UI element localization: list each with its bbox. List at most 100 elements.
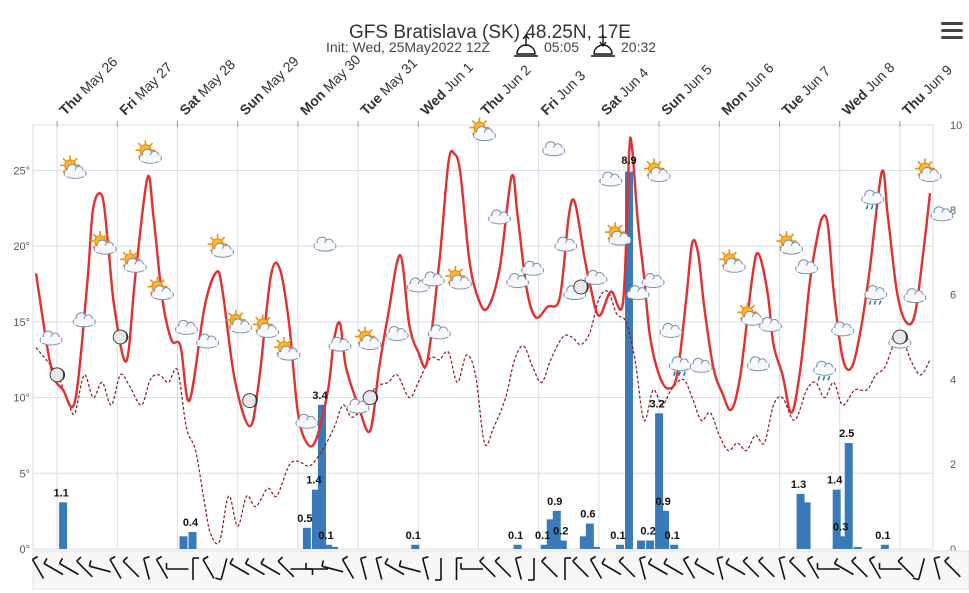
menu-line-icon bbox=[941, 22, 963, 25]
day-label: Fri May 27 bbox=[116, 59, 175, 118]
moon-icon bbox=[112, 329, 129, 345]
sun-cloud-icon bbox=[120, 249, 147, 273]
cloud-fill bbox=[474, 132, 495, 139]
cloud-fill bbox=[862, 196, 883, 203]
day-label: Mon Jun 6 bbox=[718, 59, 777, 118]
wind-barb bbox=[165, 563, 189, 570]
cloud-fill bbox=[41, 337, 62, 343]
day-date: Jun 2 bbox=[498, 62, 534, 98]
moon-shadow bbox=[581, 280, 589, 294]
sunset-time: 20:32 bbox=[621, 39, 656, 55]
sun-ray bbox=[149, 142, 154, 147]
cloud-icon bbox=[506, 273, 530, 288]
wind-barb bbox=[758, 556, 775, 578]
wind-barb bbox=[202, 555, 215, 579]
wind-barb bbox=[76, 556, 93, 578]
wind-barb bbox=[398, 560, 421, 573]
cloud-fill bbox=[387, 332, 408, 339]
precip-bar bbox=[670, 544, 679, 549]
wind-shaft bbox=[109, 559, 122, 579]
menu-line-icon bbox=[941, 36, 963, 39]
wind-shaft bbox=[229, 562, 250, 576]
sun-ray bbox=[149, 278, 154, 283]
chart-menu-button[interactable] bbox=[941, 22, 963, 42]
wind-feather bbox=[215, 577, 222, 581]
wind-barb bbox=[31, 555, 45, 579]
cloud-icon bbox=[659, 322, 683, 338]
wind-barb bbox=[122, 556, 140, 578]
sun-ray bbox=[255, 328, 260, 333]
init-time: Init: Wed, 25May2022 12Z bbox=[326, 39, 490, 55]
sun-cloud-icon bbox=[737, 302, 764, 326]
wind-barb bbox=[155, 555, 169, 579]
y-right-tick-label: 0 bbox=[950, 544, 956, 556]
sun-ray bbox=[790, 233, 795, 238]
cloud-fill bbox=[65, 170, 86, 177]
sun-ray bbox=[483, 119, 488, 124]
wind-shaft bbox=[694, 562, 715, 576]
wind-barb bbox=[455, 557, 463, 580]
wind-feather bbox=[851, 556, 857, 562]
precip-label: 1.3 bbox=[791, 479, 806, 491]
cloud-fill bbox=[450, 281, 471, 287]
cloud-fill bbox=[257, 329, 278, 336]
cloud-icon bbox=[759, 316, 782, 332]
sun-ray bbox=[607, 235, 612, 240]
sun-ray bbox=[721, 262, 726, 267]
wind-shaft bbox=[421, 558, 430, 580]
wind-shaft bbox=[851, 560, 868, 578]
day-date: May 31 bbox=[377, 55, 421, 99]
cloud-icon bbox=[295, 413, 319, 429]
precip-bar bbox=[591, 546, 600, 549]
wind-barb bbox=[618, 556, 636, 578]
wind-feather bbox=[758, 556, 764, 562]
y-left-tick-label: 25° bbox=[13, 165, 30, 177]
sun-ray bbox=[657, 160, 662, 165]
cloud-icon bbox=[406, 277, 430, 293]
wind-shaft bbox=[277, 560, 295, 578]
wind-feather bbox=[590, 555, 597, 561]
wind-feather bbox=[260, 557, 265, 564]
cloud-fill bbox=[429, 330, 450, 337]
cloud-icon bbox=[554, 236, 578, 252]
moon-shadow bbox=[250, 393, 258, 408]
wind-barb bbox=[142, 556, 151, 580]
wind-feather bbox=[422, 556, 429, 560]
sun-ray bbox=[276, 339, 281, 344]
moon-shadow bbox=[121, 330, 129, 344]
precip-bar bbox=[853, 546, 862, 549]
day-date: Jun 3 bbox=[553, 67, 589, 103]
precip-label: 0.2 bbox=[640, 526, 655, 538]
wind-shaft bbox=[897, 560, 915, 578]
sun-ray bbox=[73, 157, 78, 162]
sun-ray bbox=[447, 279, 452, 284]
cloud-icon bbox=[93, 239, 117, 255]
wind-barb bbox=[716, 556, 724, 580]
sun-ray bbox=[739, 315, 744, 320]
cloud-icon bbox=[689, 357, 713, 373]
cloud-fill bbox=[781, 246, 802, 253]
precip-bar bbox=[838, 536, 847, 549]
wind-shaft bbox=[742, 560, 760, 578]
sun-ray bbox=[721, 251, 726, 256]
sun-ray bbox=[276, 350, 281, 355]
day-label: Thu Jun 9 bbox=[899, 62, 956, 119]
wind-feather bbox=[156, 555, 163, 561]
precip-bar bbox=[311, 489, 320, 549]
wind-feather bbox=[494, 556, 501, 562]
cloud-icon bbox=[759, 316, 782, 332]
cloud-icon bbox=[488, 209, 512, 225]
cloud-icon bbox=[647, 167, 671, 182]
cloud-icon bbox=[930, 206, 954, 222]
wind-feather bbox=[360, 556, 367, 560]
cloud-fill bbox=[610, 237, 630, 244]
wind-feather bbox=[229, 557, 234, 564]
wind-shaft bbox=[479, 560, 496, 578]
y-right-tick-label: 4 bbox=[950, 374, 956, 386]
wind-shaft bbox=[76, 560, 93, 578]
cloud-icon bbox=[211, 242, 235, 258]
wind-barb bbox=[421, 556, 430, 580]
wind-shaft bbox=[321, 565, 344, 573]
cloud-fill bbox=[230, 324, 251, 331]
sun-ray bbox=[739, 304, 744, 309]
